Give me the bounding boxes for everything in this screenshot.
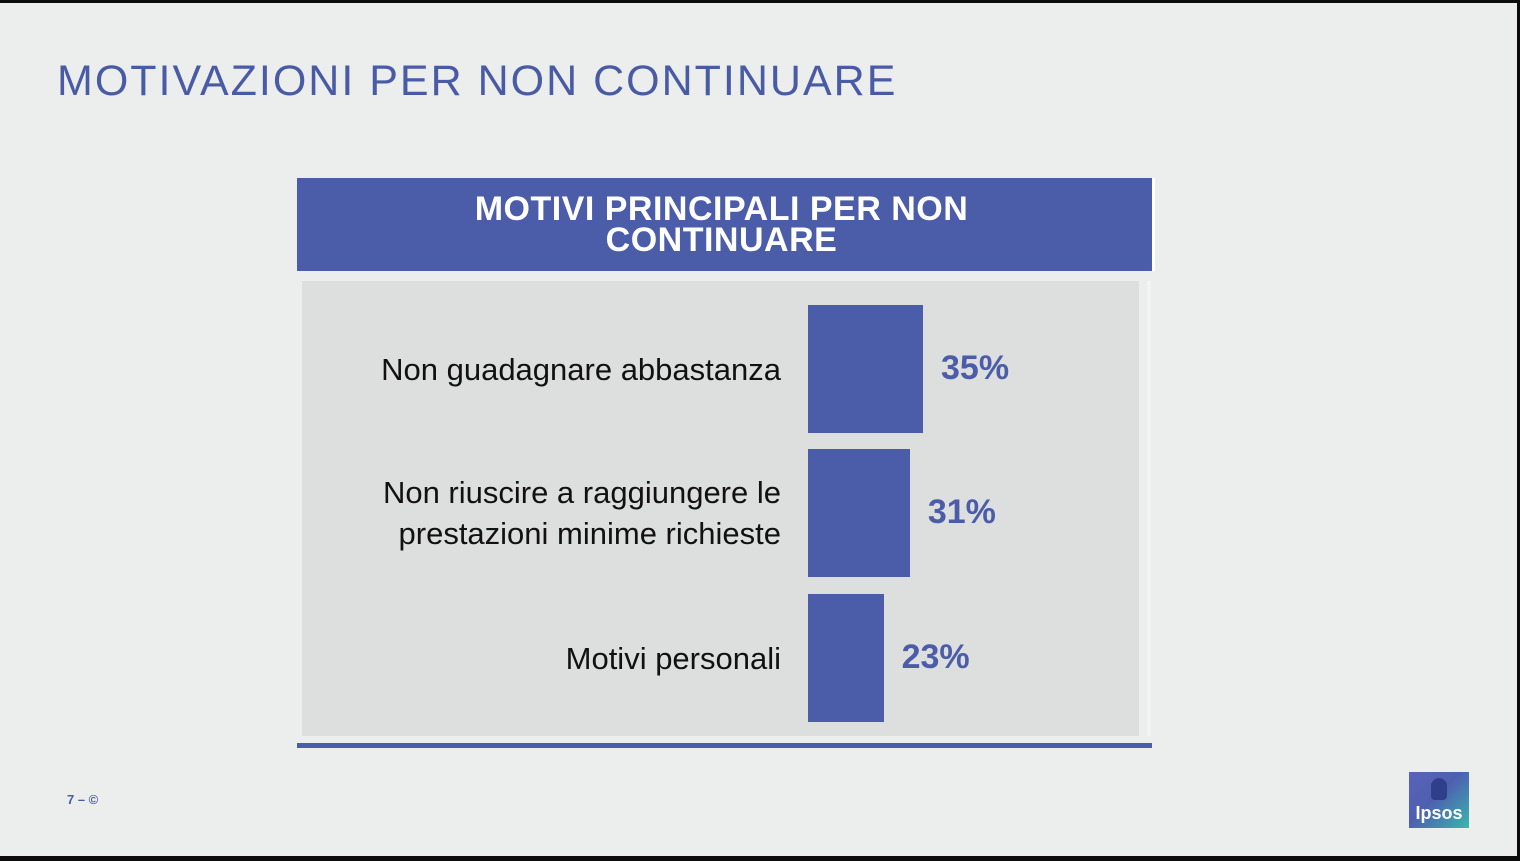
data-label-2: 31% xyxy=(927,493,996,531)
logo-head-icon xyxy=(1431,778,1447,800)
chart-frame-right xyxy=(1147,281,1151,736)
data-label-3: 23% xyxy=(901,638,970,676)
slide-title: MOTIVAZIONI PER NON CONTINUARE xyxy=(57,57,898,105)
category-label-3: Motivi personali xyxy=(321,638,781,679)
chart-plot-area xyxy=(302,281,1139,736)
bar-3 xyxy=(808,594,884,722)
category-label-1: Non guadagnare abbastanza xyxy=(321,349,781,390)
category-label-2-line-1: Non riuscire a raggiungere le xyxy=(382,475,781,510)
category-label-1-line-1: Non guadagnare abbastanza xyxy=(381,351,781,387)
bar-1 xyxy=(808,305,923,433)
chart-title: MOTIVI PRINCIPALI PER NON CONTINUARE xyxy=(297,178,1152,271)
chart-frame-bottom xyxy=(297,743,1152,748)
slide: MOTIVAZIONI PER NON CONTINUARE MOTIVI PR… xyxy=(0,3,1517,856)
category-label-2-line-2: prestazioni minime richieste xyxy=(398,516,781,551)
category-label-3-line-1: Motivi personali xyxy=(565,640,781,676)
category-label-2: Non riuscire a raggiungere le prestazioni… xyxy=(321,472,781,554)
ipsos-logo: Ipsos xyxy=(1409,772,1469,828)
data-label-1: 35% xyxy=(941,349,1010,387)
bar-2 xyxy=(808,449,910,577)
chart-title-line-2: CONTINUARE xyxy=(605,220,838,259)
chart-title-line-1: MOTIVI PRINCIPALI PER NON xyxy=(474,189,969,228)
page-number: 7 – © xyxy=(67,792,99,807)
logo-text: Ipsos xyxy=(1415,803,1463,823)
